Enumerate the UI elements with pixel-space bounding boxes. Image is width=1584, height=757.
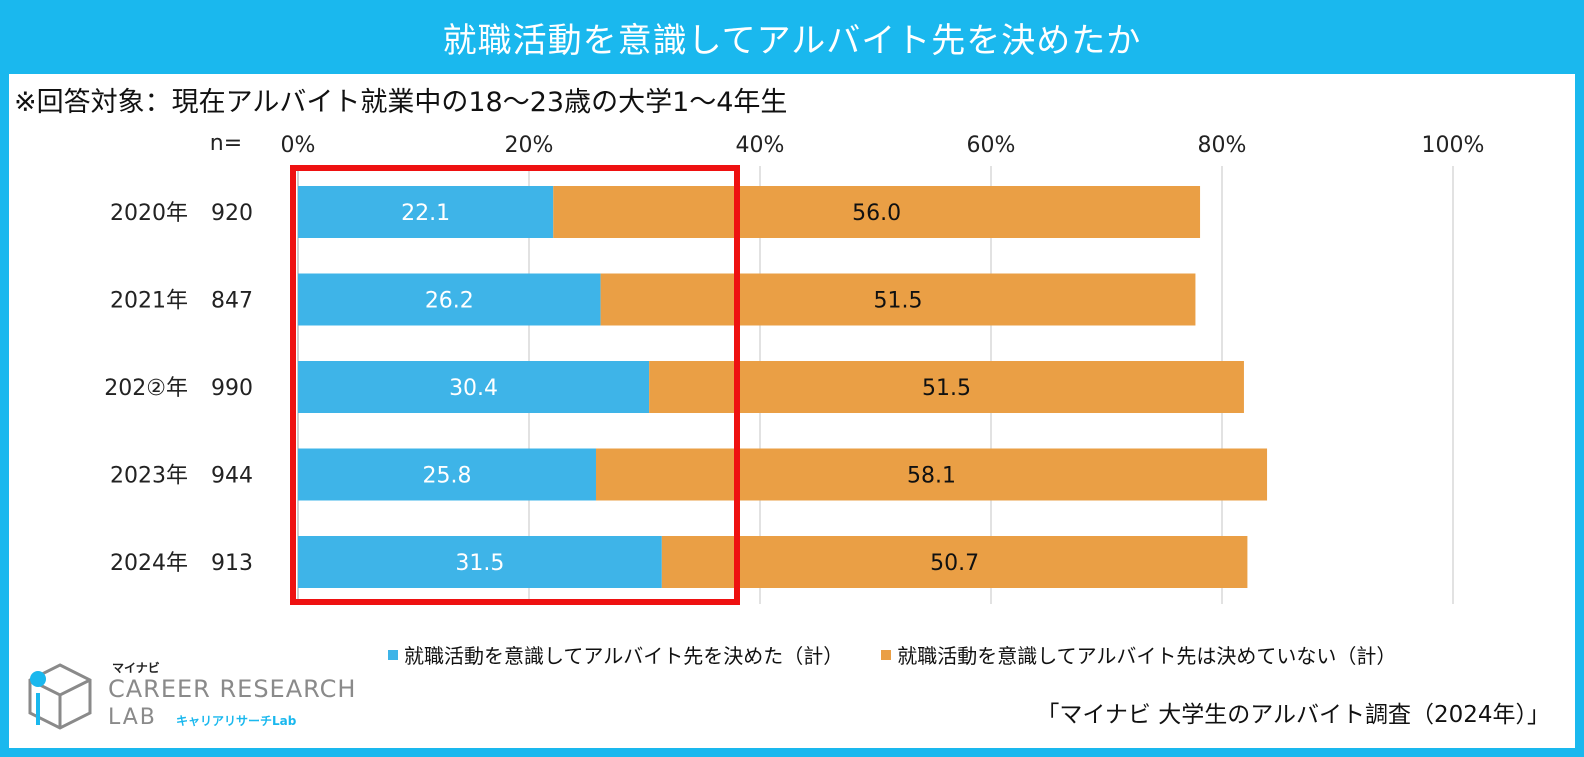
- legend-swatch-decided: [388, 649, 398, 660]
- chart-subtitle: ※回答対象：現在アルバイト就業中の18～23歳の大学1～4年生: [14, 87, 788, 118]
- legend-item-not-decided: 就職活動を意識してアルバイト先は決めていない（計）: [881, 640, 1396, 669]
- bar-segment: [553, 186, 1201, 238]
- bar-segment: [298, 361, 650, 413]
- bar-segment: [649, 361, 1244, 413]
- bar-segment: [298, 186, 554, 238]
- source-note: 「マイナビ 大学生のアルバイト調査（2024年）」: [1036, 702, 1550, 728]
- bar-segment: [298, 536, 662, 588]
- logo-line1: CAREER RESEARCH: [108, 675, 357, 703]
- data-label: 30.4: [449, 376, 498, 401]
- x-tick-label: 40%: [736, 133, 785, 158]
- sample-size-label: 920: [211, 201, 253, 226]
- x-tick-label: 100%: [1422, 133, 1485, 158]
- data-label: 56.0: [852, 201, 901, 226]
- sample-size-label: 944: [211, 464, 253, 489]
- logo-line2: LAB: [108, 705, 157, 730]
- category-label: 2020年: [110, 201, 188, 226]
- data-label: 26.2: [425, 289, 474, 314]
- legend: 就職活動を意識してアルバイト先を決めた（計） 就職活動を意識してアルバイト先は決…: [388, 640, 1396, 669]
- x-tick-label: 0%: [281, 133, 316, 158]
- career-research-lab-logo: マイナビ CAREER RESEARCH LAB キャリアリサーチLab: [20, 655, 360, 735]
- x-tick-label: 60%: [967, 133, 1016, 158]
- sample-size-label: 913: [211, 551, 253, 576]
- category-label: 2023年: [110, 464, 188, 489]
- bar-segment: [298, 273, 601, 326]
- highlight-box: [290, 165, 740, 605]
- logo-brand: マイナビ: [112, 661, 160, 675]
- data-label: 51.5: [922, 376, 971, 401]
- data-label: 50.7: [930, 551, 979, 576]
- sample-size-label: 990: [211, 376, 253, 401]
- data-label: 31.5: [455, 551, 504, 576]
- legend-label-decided: 就職活動を意識してアルバイト先を決めた（計）: [404, 644, 844, 668]
- legend-swatch-not-decided: [881, 649, 892, 660]
- logo-line2-sub: キャリアリサーチLab: [176, 714, 297, 728]
- legend-item-decided: 就職活動を意識してアルバイト先を決めた（計）: [388, 640, 843, 669]
- category-label: 202②年: [104, 376, 188, 401]
- category-label: 2021年: [110, 289, 188, 314]
- x-tick-label: 20%: [505, 133, 554, 158]
- bar-segment: [600, 273, 1196, 326]
- chart-title: 就職活動を意識してアルバイト先を決めたか: [0, 0, 1584, 74]
- legend-label-not-decided: 就職活動を意識してアルバイト先は決めていない（計）: [897, 644, 1397, 668]
- data-label: 25.8: [423, 464, 472, 489]
- data-label: 22.1: [401, 201, 450, 226]
- sample-size-label: 847: [211, 289, 253, 314]
- x-tick-label: 80%: [1198, 133, 1247, 158]
- bar-segment: [661, 536, 1248, 588]
- data-label: 58.1: [907, 464, 956, 489]
- data-label: 51.5: [874, 289, 923, 314]
- cube-logo-icon: [28, 663, 92, 730]
- bar-segment: [298, 448, 596, 501]
- n-header-label: n=: [210, 131, 242, 156]
- category-label: 2024年: [110, 551, 188, 576]
- bar-segment: [595, 448, 1268, 501]
